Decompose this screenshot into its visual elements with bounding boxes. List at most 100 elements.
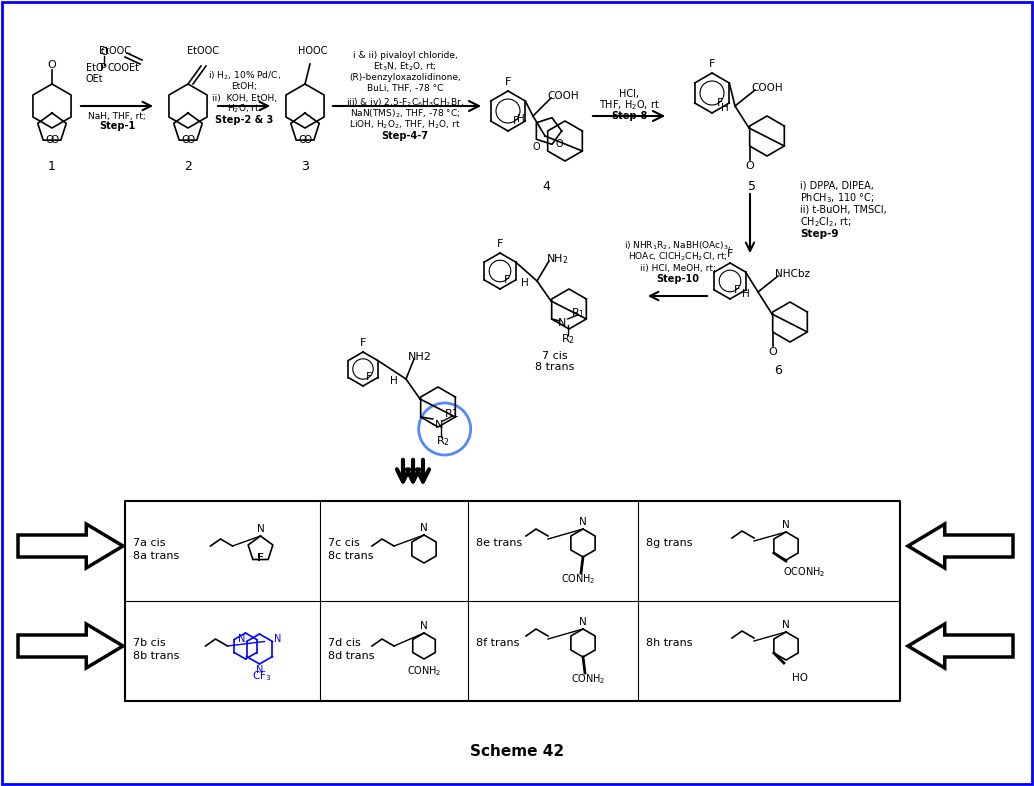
Text: R1: R1	[446, 409, 460, 419]
Text: F: F	[366, 373, 372, 383]
Text: F: F	[709, 59, 716, 69]
Text: 8e trans: 8e trans	[476, 538, 522, 548]
Text: 7d cis: 7d cis	[328, 638, 361, 648]
Polygon shape	[908, 524, 1013, 568]
Text: H: H	[521, 278, 528, 288]
Text: PhCH$_3$, 110 °C;: PhCH$_3$, 110 °C;	[800, 191, 875, 205]
Text: O: O	[768, 347, 778, 357]
Text: CF$_3$: CF$_3$	[252, 669, 271, 683]
Text: 8g trans: 8g trans	[646, 538, 693, 548]
Text: ii) HCl, MeOH, rt;: ii) HCl, MeOH, rt;	[640, 263, 716, 273]
Text: 8b trans: 8b trans	[133, 651, 179, 661]
Text: F: F	[360, 338, 366, 348]
Text: H: H	[517, 114, 525, 124]
Text: CONH$_2$: CONH$_2$	[560, 572, 596, 586]
Text: N: N	[256, 524, 265, 534]
Text: HOAc, ClCH$_2$CH$_2$Cl, rt;: HOAc, ClCH$_2$CH$_2$Cl, rt;	[628, 251, 728, 263]
Text: ii)  KOH, EtOH,: ii) KOH, EtOH,	[212, 94, 276, 104]
Text: THF, H$_2$O, rt: THF, H$_2$O, rt	[599, 98, 660, 112]
Text: 2: 2	[184, 160, 192, 172]
Text: 7a cis: 7a cis	[133, 538, 165, 548]
Text: NaN(TMS)$_2$, THF, -78 °C;: NaN(TMS)$_2$, THF, -78 °C;	[349, 108, 460, 120]
Text: N: N	[420, 621, 428, 631]
Text: OEt: OEt	[86, 74, 103, 84]
Text: O: O	[298, 135, 306, 145]
Text: i & ii) pivaloyl chloride,: i & ii) pivaloyl chloride,	[353, 52, 457, 61]
Text: NHCbz: NHCbz	[776, 269, 811, 279]
Text: 5: 5	[748, 179, 756, 193]
Text: EtO: EtO	[86, 63, 103, 73]
Text: N: N	[557, 318, 566, 328]
Text: (R)-benzyloxazolidinone,: (R)-benzyloxazolidinone,	[349, 74, 461, 83]
Text: Step-4-7: Step-4-7	[382, 131, 428, 141]
Text: F: F	[733, 285, 739, 295]
Text: BuLi, THF, -78 °C: BuLi, THF, -78 °C	[367, 85, 444, 94]
Text: N: N	[782, 620, 790, 630]
Text: R$_2$: R$_2$	[560, 332, 575, 346]
Text: iii) & iv) 2,5-F$_2$C$_6$H$_3$CH$_2$Br,: iii) & iv) 2,5-F$_2$C$_6$H$_3$CH$_2$Br,	[346, 97, 464, 109]
Text: 7b cis: 7b cis	[133, 638, 165, 648]
Text: NaH, THF, rt;: NaH, THF, rt;	[88, 112, 146, 120]
Text: 8c trans: 8c trans	[328, 551, 373, 561]
Text: R$_1$: R$_1$	[571, 306, 584, 320]
Text: Step-9: Step-9	[800, 229, 839, 239]
Text: LiOH, H$_2$O$_2$, THF, H$_2$O, rt: LiOH, H$_2$O$_2$, THF, H$_2$O, rt	[349, 119, 461, 131]
Text: N: N	[274, 634, 281, 644]
Text: NH2: NH2	[408, 352, 432, 362]
Text: N: N	[579, 617, 587, 627]
Text: Scheme 42: Scheme 42	[469, 744, 565, 758]
Text: N: N	[434, 420, 443, 430]
Text: F: F	[504, 275, 510, 285]
Text: 7 cis: 7 cis	[542, 351, 568, 361]
Text: F: F	[505, 77, 511, 87]
Text: O: O	[304, 135, 312, 145]
Text: N: N	[238, 634, 245, 644]
Text: N: N	[782, 520, 790, 530]
Text: Et$_3$N, Et$_2$O, rt;: Et$_3$N, Et$_2$O, rt;	[373, 61, 436, 73]
Text: F: F	[496, 239, 504, 249]
Text: R$_2$: R$_2$	[435, 434, 450, 448]
Text: F: F	[257, 553, 263, 563]
Text: N: N	[579, 517, 587, 527]
Text: i) H$_2$, 10% Pd/C,: i) H$_2$, 10% Pd/C,	[208, 70, 280, 83]
Text: HOOC: HOOC	[299, 46, 328, 56]
Text: i) DPPA, DIPEA,: i) DPPA, DIPEA,	[800, 181, 874, 191]
Text: F: F	[513, 116, 519, 126]
Text: N: N	[255, 665, 264, 675]
Text: CH$_2$Cl$_2$, rt;: CH$_2$Cl$_2$, rt;	[800, 215, 851, 229]
Text: 8f trans: 8f trans	[476, 638, 519, 648]
Text: O: O	[45, 135, 54, 145]
Text: 8 trans: 8 trans	[536, 362, 575, 372]
Text: COOH: COOH	[547, 91, 579, 101]
Text: Step-8: Step-8	[611, 111, 647, 121]
Text: O: O	[187, 135, 195, 145]
Text: Step-1: Step-1	[99, 121, 135, 131]
Text: O: O	[51, 135, 59, 145]
Text: O: O	[100, 47, 108, 57]
Text: 4: 4	[542, 179, 550, 193]
Text: O: O	[555, 139, 562, 149]
Text: F: F	[718, 98, 724, 108]
Text: F: F	[727, 249, 733, 259]
Text: 6: 6	[774, 365, 782, 377]
Text: COOEt: COOEt	[108, 63, 140, 73]
Text: EtOOC: EtOOC	[99, 46, 131, 56]
Text: H$_2$O, rt: H$_2$O, rt	[227, 103, 261, 116]
Text: NH$_2$: NH$_2$	[546, 252, 569, 266]
Text: CONH$_2$: CONH$_2$	[406, 664, 442, 678]
Text: OCONH$_2$: OCONH$_2$	[783, 565, 825, 579]
Text: H: H	[390, 376, 398, 386]
Text: 3: 3	[301, 160, 309, 172]
Text: Step-2 & 3: Step-2 & 3	[215, 115, 273, 125]
Text: EtOH;: EtOH;	[231, 82, 256, 90]
Text: 8h trans: 8h trans	[646, 638, 693, 648]
Text: O: O	[181, 135, 189, 145]
Text: O: O	[746, 161, 754, 171]
Text: 7c cis: 7c cis	[328, 538, 360, 548]
Text: H: H	[721, 103, 729, 113]
Polygon shape	[18, 624, 123, 668]
Text: H: H	[742, 289, 750, 299]
Text: Step-10: Step-10	[657, 274, 699, 284]
Text: O: O	[533, 142, 540, 152]
Text: P: P	[100, 63, 107, 73]
